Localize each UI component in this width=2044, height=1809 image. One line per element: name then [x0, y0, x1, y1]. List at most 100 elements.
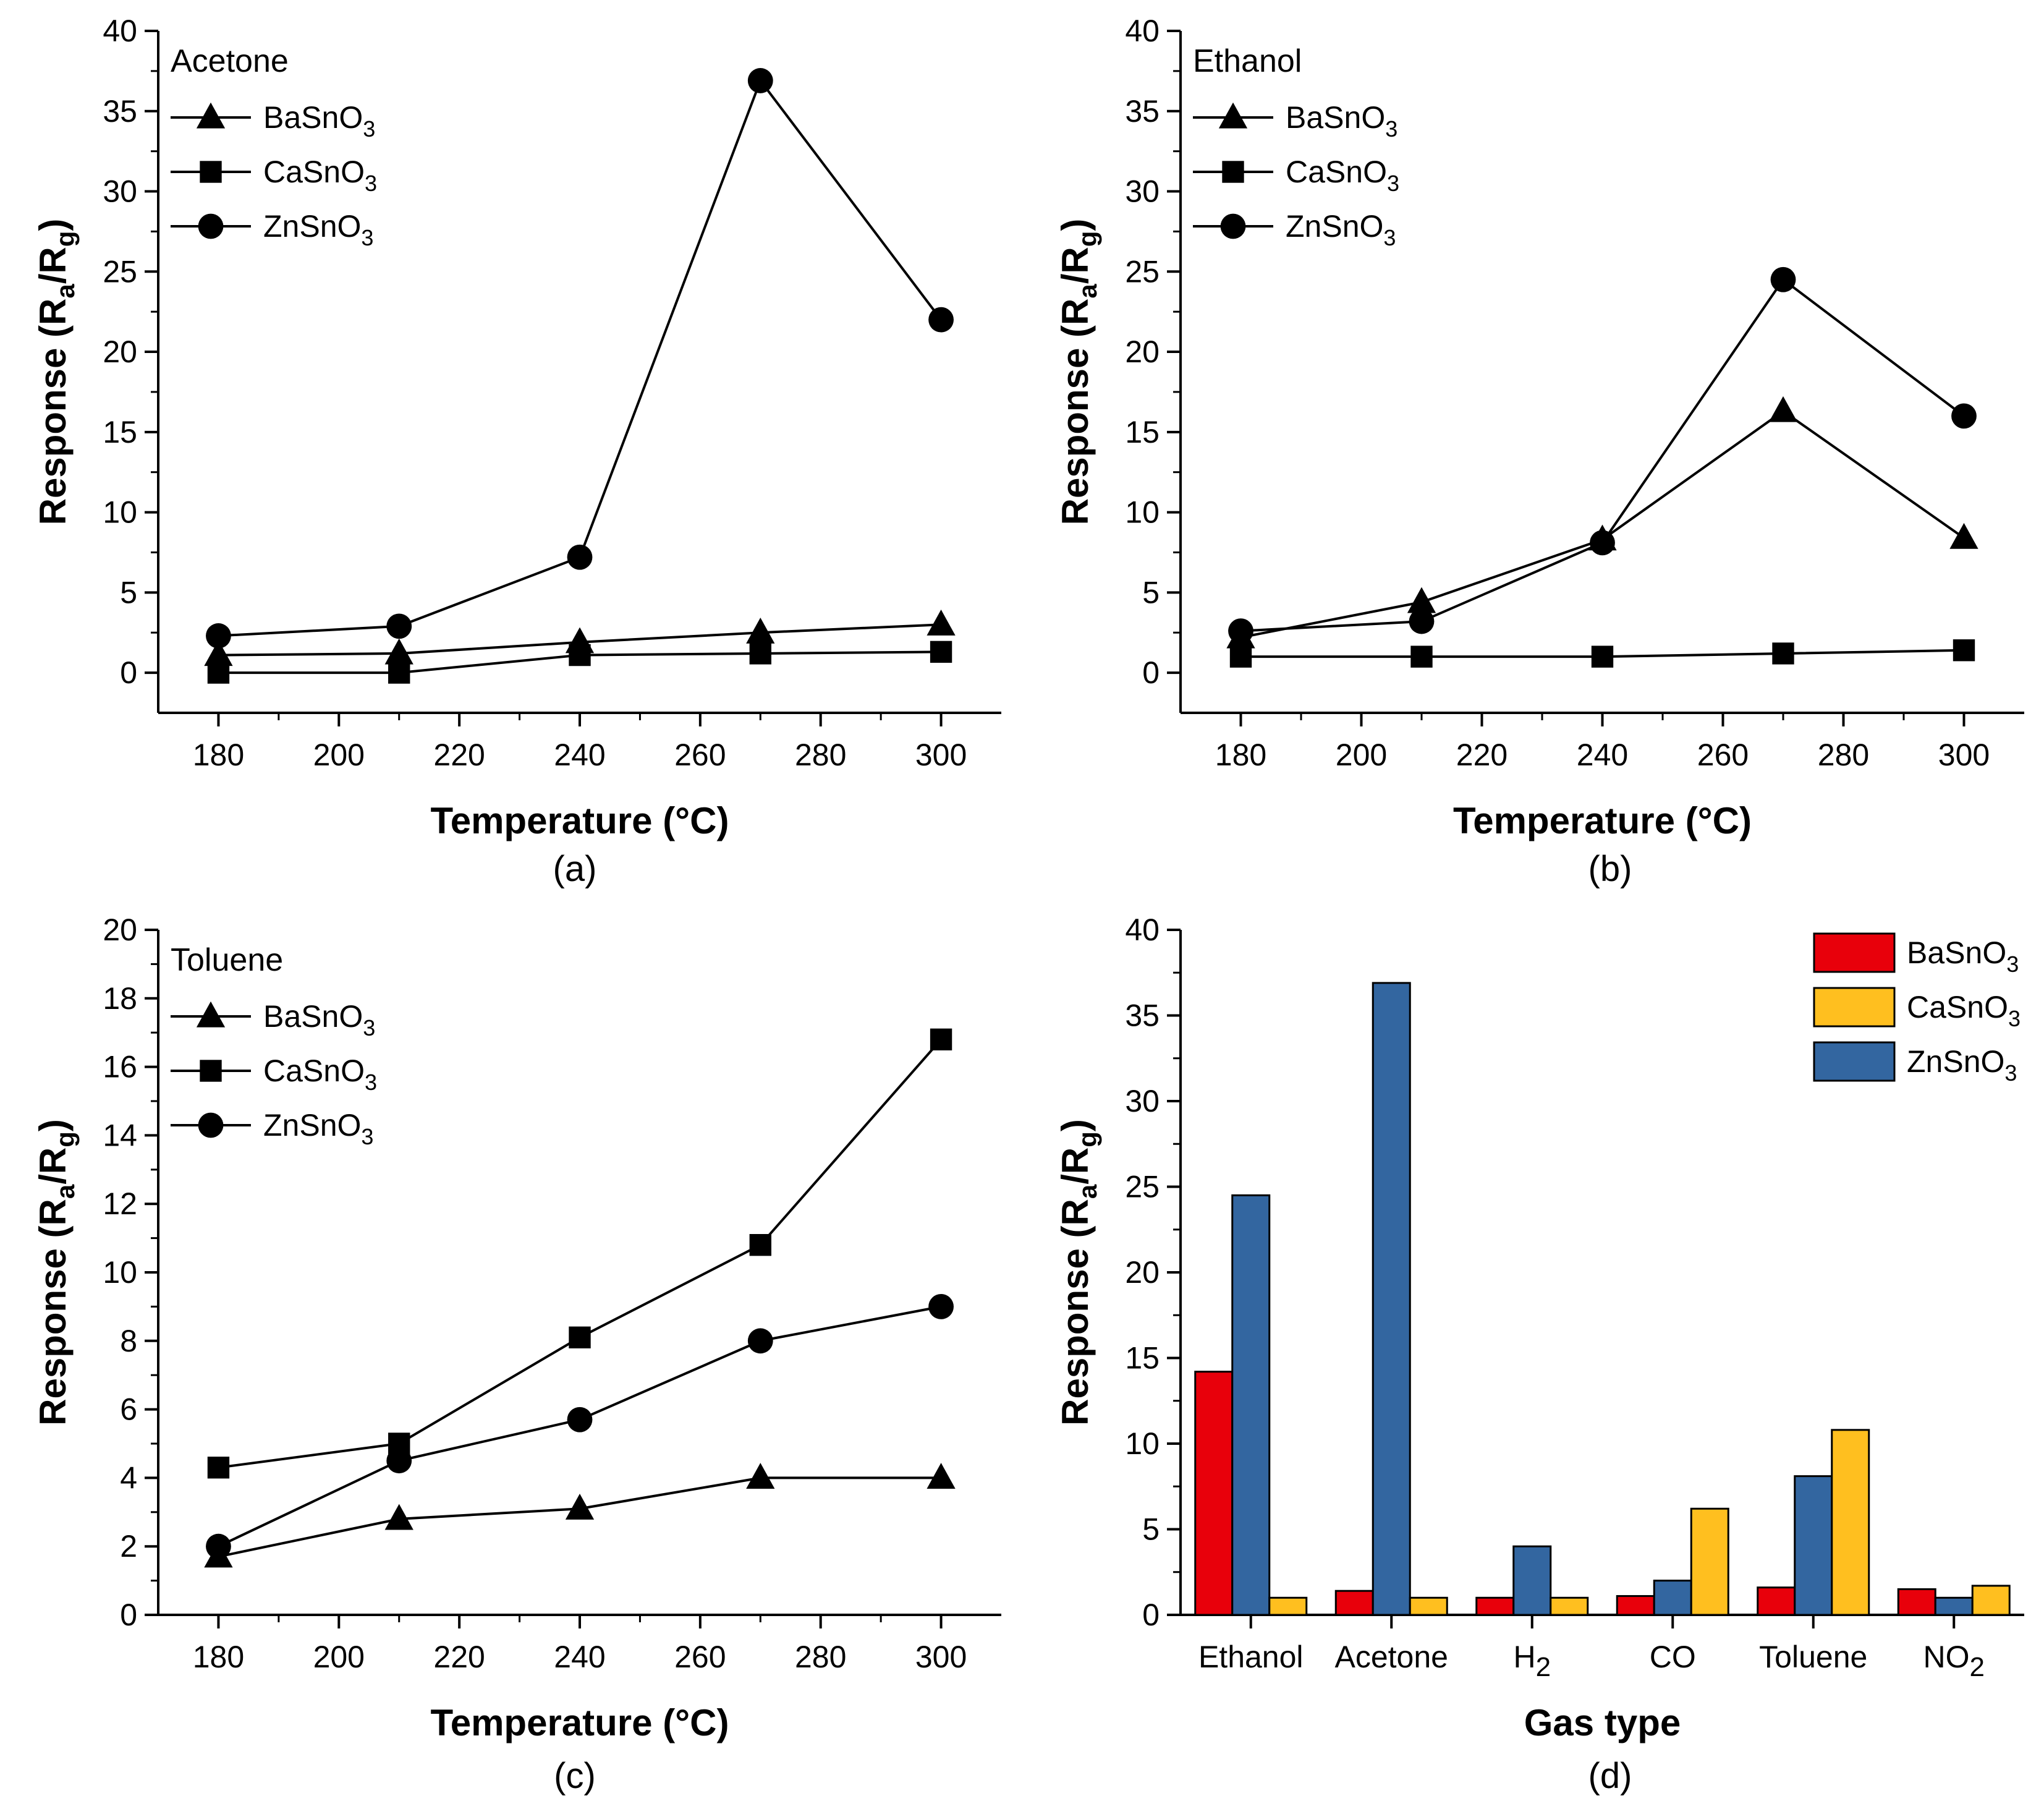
y-tick-label: 25: [103, 254, 137, 289]
series-line-triangle: [1240, 409, 1965, 639]
y-tick-label: 20: [103, 334, 137, 369]
y-tick-label: 10: [103, 1255, 137, 1290]
x-axis-title: Temperature (°C): [1453, 800, 1752, 841]
legend-entry-sub: 3: [1385, 116, 1397, 142]
x-tick-label: 220: [433, 1640, 485, 1674]
legend-entry-sub: 3: [361, 1124, 373, 1149]
data-point-triangle: [204, 640, 233, 666]
y-tick-label: 6: [120, 1392, 137, 1427]
legend-entry: ZnSnO3: [1907, 1044, 2017, 1086]
legend-entry-sub: 3: [361, 225, 373, 250]
data-point-circle: [206, 623, 231, 649]
x-tick-label: 240: [554, 738, 605, 772]
y-tick-label: 20: [103, 913, 137, 947]
legend-entry-main: BaSnO: [1286, 100, 1385, 135]
panel-label: (d): [1588, 1756, 1632, 1796]
legend-entry: CaSnO3: [1907, 990, 2021, 1031]
chart-panel-b: 0 5 10 15 20 25 30 35 40 Response (Ra/Rg) Temperat…: [1054, 14, 2024, 889]
y-axis-title-part: Response (R: [32, 1199, 74, 1426]
legend-entry-main: ZnSnO: [263, 1108, 361, 1143]
data-point-square: [207, 662, 230, 684]
legend-marker-circle: [1220, 213, 1246, 239]
x-tick-label: 280: [795, 1640, 846, 1674]
y-axis-title-part: g: [1073, 231, 1102, 247]
legend-entry-main: CaSnO: [1907, 990, 2008, 1024]
y-axis-title-part: ): [32, 1119, 74, 1131]
x-category-label: NO2: [1923, 1640, 1985, 1682]
y-axis-title-part: a: [51, 1184, 80, 1199]
x-category-label-main: Toluene: [1759, 1640, 1867, 1674]
data-point-square: [930, 641, 952, 663]
data-point-square: [749, 642, 771, 665]
legend-entry: CaSnO3: [1286, 155, 1399, 196]
bar-casno: [1268, 1596, 1308, 1616]
data-point-circle: [567, 544, 593, 570]
data-point-circle: [1590, 530, 1615, 556]
y-axis-title-part: /R: [32, 247, 74, 284]
y-tick-label: 25: [1125, 1170, 1160, 1204]
y-axis-title: Response (Ra/Rg): [1054, 1119, 1102, 1426]
x-category-label-main: H: [1513, 1640, 1535, 1674]
y-axis-title-part: /R: [1054, 1147, 1096, 1185]
legend-entry-sub: 3: [365, 1070, 377, 1095]
x-tick-label: 240: [1577, 738, 1628, 772]
y-tick-label: 30: [103, 174, 137, 209]
bar-basno: [1334, 1590, 1374, 1616]
data-point-triangle: [384, 638, 413, 665]
legend-marker-square: [200, 161, 222, 183]
y-axis-title: Response (Ra/Rg): [32, 1119, 80, 1426]
y-tick-label: 35: [103, 94, 137, 129]
x-category-label-sub: 2: [1536, 1652, 1551, 1682]
bar-casno: [1831, 1429, 1870, 1616]
legend-marker-square: [200, 1060, 222, 1082]
data-point-circle: [1409, 608, 1435, 634]
legend-swatch: [1813, 932, 1896, 973]
data-point-circle: [567, 1407, 593, 1432]
data-point-triangle: [1949, 522, 1978, 549]
legend-swatch: [1813, 987, 1896, 1028]
x-tick-label: 260: [674, 738, 726, 772]
y-tick-label: 5: [120, 575, 137, 610]
data-point-square: [1772, 642, 1794, 665]
legend-entry-sub: 3: [2008, 1006, 2021, 1031]
legend-entry-sub: 3: [2006, 951, 2019, 977]
y-tick-label: 25: [1125, 254, 1160, 289]
y-axis-title-part: g: [51, 231, 80, 247]
y-axis-title-part: a: [1073, 1184, 1102, 1199]
data-point-triangle: [746, 617, 775, 644]
data-point-circle: [1951, 403, 1977, 429]
x-category-label: CO: [1650, 1640, 1696, 1674]
x-tick-label: 180: [1215, 738, 1266, 772]
bar-znsno: [1372, 982, 1411, 1616]
y-axis-title: Response (Ra/Rg): [32, 219, 80, 526]
data-point-square: [388, 662, 410, 684]
data-point-circle: [747, 1328, 773, 1354]
x-tick-label: 300: [915, 1640, 967, 1674]
data-point-triangle: [1768, 396, 1798, 422]
y-tick-label: 35: [1125, 998, 1160, 1033]
x-tick-label: 220: [433, 738, 485, 772]
panel-label: (c): [554, 1756, 596, 1796]
y-tick-label: 30: [1125, 1084, 1160, 1118]
x-category-label: Ethanol: [1198, 1640, 1304, 1674]
legend-marker-triangle: [1218, 102, 1248, 129]
data-point-circle: [928, 1294, 954, 1319]
y-axis-title-part: Response (R: [1054, 1199, 1096, 1426]
chart-panel-c: 0 2 4 6 8 10 12 14 16 18 20 Response (Ra/Rg) Tempera…: [32, 913, 1001, 1796]
y-tick-label: 15: [1125, 1341, 1160, 1376]
y-axis-title-part: /R: [1054, 247, 1096, 284]
bar-casno: [1550, 1596, 1589, 1616]
y-tick-label: 2: [120, 1529, 137, 1564]
x-tick-label: 260: [1697, 738, 1749, 772]
y-tick-label: 40: [103, 14, 137, 48]
legend-entry-sub: 3: [365, 171, 377, 196]
y-tick-label: 5: [1142, 1512, 1160, 1547]
data-point-circle: [386, 1448, 412, 1474]
panel-label: (a): [553, 849, 597, 889]
y-axis-title: Response (Ra/Rg): [1054, 219, 1102, 526]
bar-znsno: [1653, 1580, 1692, 1616]
legend-entry-main: BaSnO: [1907, 935, 2006, 970]
data-point-square: [1229, 645, 1252, 668]
legend-entry-sub: 3: [1383, 225, 1396, 250]
